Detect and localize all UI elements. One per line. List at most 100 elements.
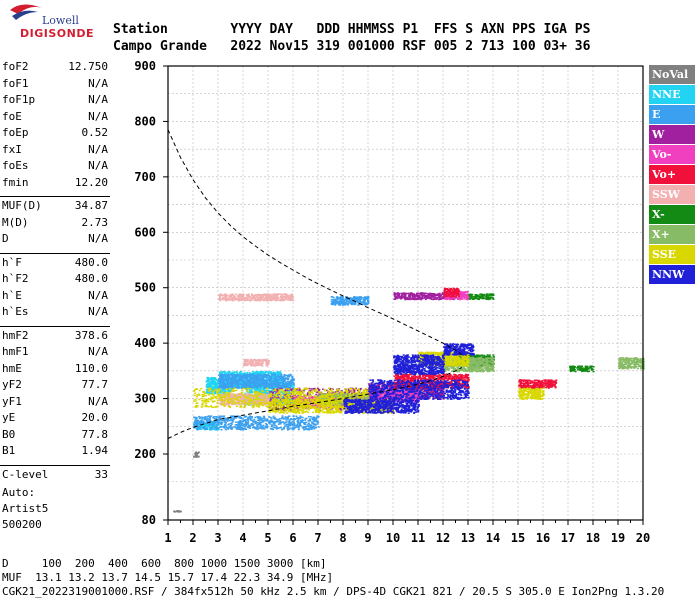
echo-point — [237, 378, 240, 380]
echo-point — [237, 386, 240, 389]
echo-point — [254, 420, 257, 423]
echo-point — [315, 393, 318, 396]
echo-point — [228, 377, 231, 379]
echo-point — [298, 389, 301, 391]
param-value: 12.750 — [68, 60, 108, 73]
echo-point — [244, 379, 247, 382]
echo-point — [236, 371, 238, 373]
echo-point — [223, 371, 226, 374]
param-label: hmF1 — [2, 345, 29, 358]
echo-point — [210, 380, 213, 382]
echo-point — [340, 302, 343, 305]
echo-point — [286, 416, 289, 418]
param-separator — [0, 252, 110, 254]
echo-point — [211, 378, 214, 380]
echo-point — [291, 378, 294, 380]
echo-point — [261, 426, 264, 428]
echo-point — [254, 381, 256, 383]
param-value: 33 — [94, 467, 108, 481]
echo-point — [227, 424, 230, 426]
echo-point — [205, 380, 208, 382]
echo-point — [206, 416, 209, 418]
echo-point — [258, 372, 261, 374]
echo-point — [232, 415, 235, 417]
echo-point — [228, 426, 230, 429]
echo-point — [342, 304, 345, 306]
echo-point — [254, 375, 256, 377]
echo-point — [214, 383, 217, 385]
param-row: foEs N/A — [2, 159, 108, 175]
echo-point — [274, 373, 277, 376]
echo-point — [251, 375, 253, 377]
param-value: 480.0 — [74, 272, 108, 285]
echo-point — [241, 426, 244, 429]
param-row: hmF1 N/A — [2, 345, 108, 361]
auto-code: 500200 — [2, 518, 42, 531]
param-row: yE 20.0 — [2, 411, 108, 427]
echo-point — [284, 394, 287, 396]
echo-point — [222, 371, 225, 373]
echo-point — [298, 422, 301, 424]
param-value: 34.87 — [74, 199, 108, 212]
echo-point — [267, 389, 270, 391]
echo-point — [194, 421, 197, 424]
param-row: hmE 110.0 — [2, 362, 108, 378]
param-value: 77.7 — [81, 378, 109, 391]
echo-point — [224, 384, 227, 387]
echo-point — [198, 424, 200, 426]
param-separator — [0, 464, 110, 466]
echo-point — [230, 423, 233, 425]
echo-point — [197, 426, 200, 429]
echo-point — [280, 391, 283, 393]
param-label: foEs — [2, 159, 29, 172]
echo-point — [218, 424, 220, 426]
echo-point — [351, 303, 354, 305]
echo-point — [213, 378, 216, 381]
echo-point — [262, 417, 265, 420]
echo-point — [254, 371, 257, 374]
param-label: h`Es — [2, 305, 29, 318]
echo-point — [260, 370, 263, 373]
echo-point — [269, 379, 272, 381]
echo-point — [269, 371, 271, 373]
echo-point — [288, 427, 291, 430]
echo-point — [331, 303, 334, 306]
echo-point — [284, 391, 286, 393]
echo-point — [205, 425, 208, 427]
echo-point — [227, 372, 230, 375]
echo-point — [293, 384, 295, 387]
echo-point — [288, 374, 291, 376]
echo-point — [286, 396, 289, 398]
echo-point — [306, 428, 309, 430]
echo-point — [214, 391, 217, 393]
echo-point — [238, 372, 241, 374]
echo-point — [252, 383, 255, 385]
echo-point — [253, 388, 256, 390]
echo-point — [280, 380, 283, 382]
echo-point — [235, 376, 238, 378]
echo-point — [217, 383, 220, 385]
echo-point — [273, 421, 276, 424]
echo-point — [251, 423, 254, 425]
param-label: h`E — [2, 288, 22, 302]
param-label: fmin — [2, 175, 29, 189]
echo-point — [272, 377, 274, 380]
param-label: foEp — [2, 126, 29, 139]
echo-point — [268, 384, 271, 386]
echo-point — [268, 422, 271, 424]
echo-point — [292, 415, 295, 417]
param-label: M(D) — [2, 215, 29, 229]
echo-point — [253, 372, 256, 374]
echo-point — [303, 422, 305, 424]
echo-point — [262, 389, 265, 391]
echo-point — [286, 378, 289, 380]
echo-point — [227, 390, 230, 392]
echo-point — [222, 388, 225, 391]
echo-point — [281, 415, 284, 417]
echo-point — [284, 425, 287, 427]
logo-text-digisonde: DIGISONDE — [20, 27, 94, 40]
logo-text-lowell: Lowell — [42, 14, 79, 27]
echo-point — [216, 381, 219, 383]
echo-point — [270, 372, 272, 375]
